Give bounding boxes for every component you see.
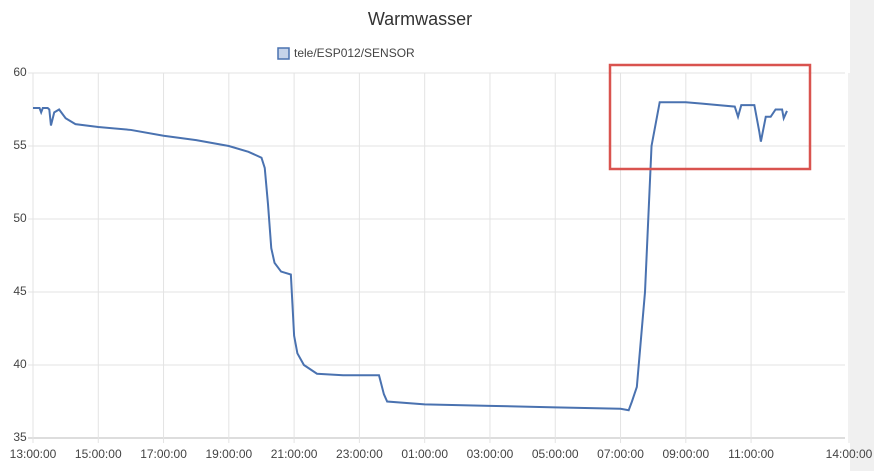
y-tick-label: 35 xyxy=(13,430,27,444)
y-tick-label: 50 xyxy=(13,211,27,225)
x-tick-label: 09:00:00 xyxy=(662,447,709,461)
data-line xyxy=(33,101,788,412)
x-tick-label: 23:00:00 xyxy=(336,447,383,461)
x-tick-label: 14:00:00 xyxy=(826,447,873,461)
x-tick-label: 17:00:00 xyxy=(140,447,187,461)
highlight-box xyxy=(608,63,812,171)
x-tick-label: 13:00:00 xyxy=(10,447,57,461)
chart-title: Warmwasser xyxy=(368,9,472,29)
x-tick-label: 01:00:00 xyxy=(401,447,448,461)
x-tick-label: 11:00:00 xyxy=(728,447,774,461)
y-tick-label: 60 xyxy=(13,65,27,79)
y-tick-label: 40 xyxy=(13,357,27,371)
legend-swatch xyxy=(277,47,290,60)
x-tick-label: 05:00:00 xyxy=(532,447,579,461)
x-tick-label: 07:00:00 xyxy=(597,447,644,461)
x-tick-label: 03:00:00 xyxy=(467,447,514,461)
y-tick-label: 45 xyxy=(13,284,27,298)
legend-label: tele/ESP012/SENSOR xyxy=(294,46,415,60)
x-tick-label: 19:00:00 xyxy=(205,447,252,461)
y-tick-label: 55 xyxy=(13,138,27,152)
x-tick-label: 21:00:00 xyxy=(271,447,318,461)
x-tick-label: 15:00:00 xyxy=(75,447,122,461)
side-panel xyxy=(850,0,874,471)
